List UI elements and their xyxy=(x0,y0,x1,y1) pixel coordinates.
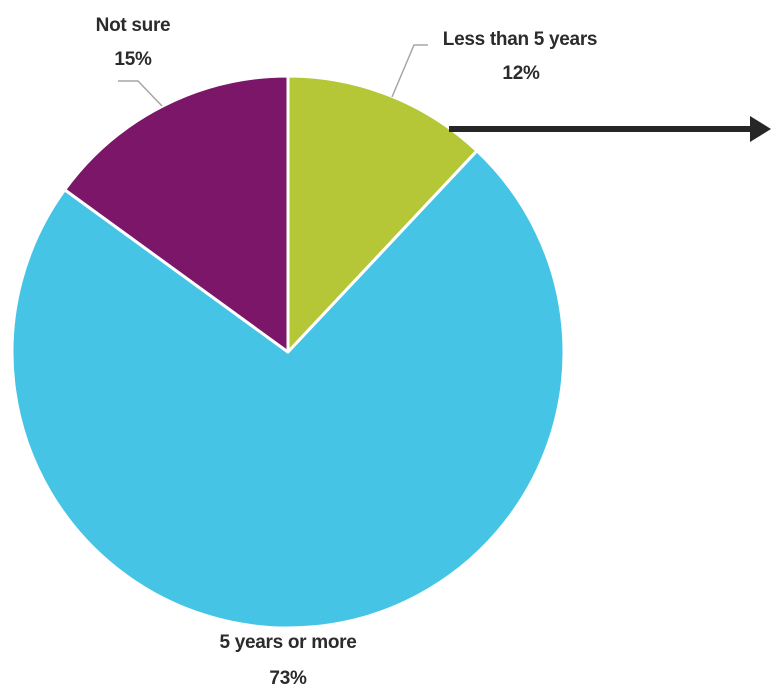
pie-slice-5-years-or-more xyxy=(10,149,566,630)
pie-slice-less-than-5-years xyxy=(286,74,479,354)
pie-slices xyxy=(10,74,566,630)
slice-value-less-than-5-years: 12% xyxy=(502,63,540,84)
slice-label-less-than-5-years: Less than 5 years xyxy=(443,29,597,50)
leader-lines xyxy=(118,44,428,107)
leader-line-less-than-5-years xyxy=(391,44,428,98)
arrow xyxy=(449,116,771,142)
arrow-head-icon xyxy=(750,116,771,142)
slice-label-not-sure: Not sure xyxy=(96,15,171,36)
slice-value-5-years-or-more: 73% xyxy=(269,668,307,689)
slice-label-5-years-or-more: 5 years or more xyxy=(219,632,356,653)
slice-value-not-sure: 15% xyxy=(114,49,152,70)
pie-slice-not-sure xyxy=(63,74,290,354)
leader-line-not-sure xyxy=(118,80,163,107)
